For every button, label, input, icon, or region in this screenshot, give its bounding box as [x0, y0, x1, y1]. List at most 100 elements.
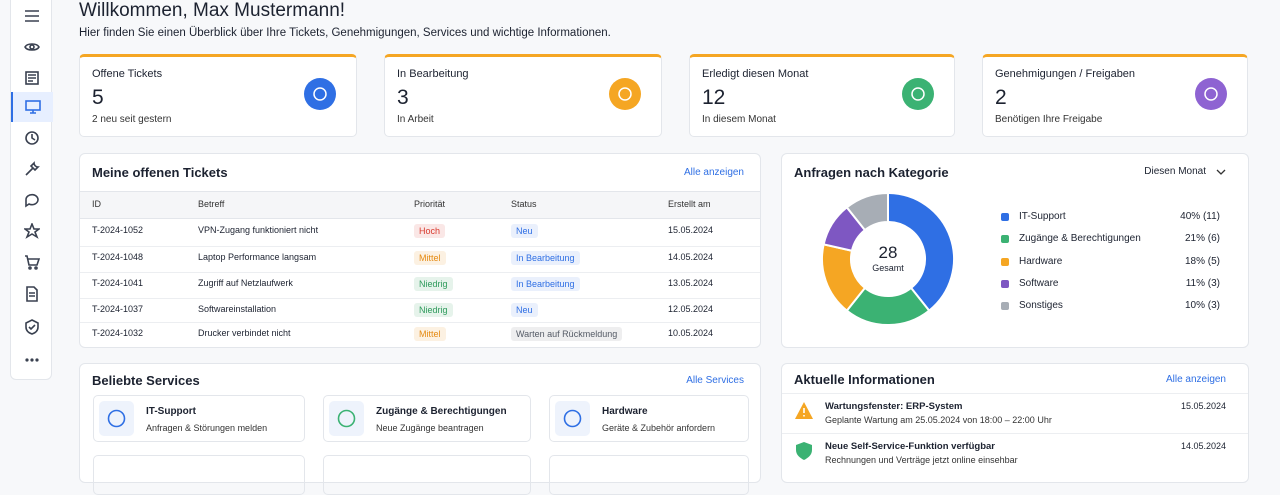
stat-label: Erledigt diesen Monat	[702, 68, 809, 80]
stat-icon	[609, 78, 641, 110]
donut-total: 28	[878, 243, 898, 262]
panel-title: Anfragen nach Kategorie	[794, 165, 949, 180]
stat-card: Genehmigungen / Freigaben 2 Benötigen Ihre…	[982, 54, 1248, 137]
legend-swatch	[1001, 235, 1009, 243]
priority-badge: Niedrig	[414, 303, 453, 317]
column-header: Status	[511, 199, 537, 209]
legend-value: 10% (3)	[1184, 300, 1220, 311]
news-text: Geplante Wartung am 25.05.2024 von 18:00…	[825, 415, 1052, 425]
legend-name: Zugänge & Berechtigungen	[1019, 233, 1141, 244]
service-card-next[interactable]	[323, 455, 531, 495]
period-label: Diesen Monat	[1144, 166, 1206, 177]
nav-tickets[interactable]	[11, 92, 53, 122]
stat-note: Benötigen Ihre Freigabe	[995, 114, 1103, 125]
news-icon	[794, 441, 814, 461]
period-dropdown[interactable]: Diesen Monat	[1144, 166, 1226, 177]
nav-shop[interactable]	[11, 249, 53, 275]
status-badge: In Bearbeitung	[511, 277, 580, 291]
news-title: Neue Self-Service-Funktion verfügbar	[825, 441, 995, 452]
status-badge: In Bearbeitung	[511, 251, 580, 265]
news-divider	[782, 433, 1248, 434]
donut-total-label: Gesamt	[872, 263, 904, 273]
service-card[interactable]: Hardware Geräte & Zubehör anfordern	[549, 395, 749, 442]
ticket-id: T-2024-1048	[92, 252, 144, 262]
legend-value: 18% (5)	[1184, 256, 1220, 267]
priority-badge: Niedrig	[414, 277, 453, 291]
legend-swatch	[1001, 258, 1009, 266]
ticket-subject: VPN-Zugang funktioniert nicht	[198, 225, 319, 235]
service-desc: Anfragen & Störungen melden	[146, 423, 268, 433]
ticket-date: 12.05.2024	[668, 304, 714, 314]
nav-overview[interactable]	[11, 34, 53, 60]
news-panel: Aktuelle Informationen Alle anzeigen Wartu…	[781, 363, 1249, 483]
service-card-next[interactable]	[93, 455, 305, 495]
stat-label: In Bearbeitung	[397, 68, 469, 80]
legend-name: Software	[1019, 278, 1059, 289]
nav-documents[interactable]	[11, 281, 53, 307]
priority-badge: Mittel	[414, 327, 446, 341]
legend-name: Hardware	[1019, 256, 1063, 267]
ticket-id: T-2024-1052	[92, 225, 144, 235]
link[interactable]: Alle anzeigen	[1165, 374, 1226, 385]
row-divider	[80, 272, 760, 273]
ticket-subject: Drucker verbindet nicht	[198, 328, 291, 338]
page-title: Willkommen, Max Mustermann!	[79, 0, 346, 21]
news-title: Wartungsfenster: ERP-System	[825, 401, 963, 412]
nav-tools[interactable]	[11, 156, 53, 182]
panel-title: Meine offenen Tickets	[92, 165, 228, 180]
stat-label: Genehmigungen / Freigaben	[995, 68, 1136, 80]
service-card-next[interactable]	[549, 455, 749, 495]
panel-title: Aktuelle Informationen	[794, 372, 935, 387]
table-header	[80, 191, 760, 219]
link[interactable]: Alle Services	[686, 375, 744, 386]
sidebar	[10, 0, 53, 380]
donut-segment	[887, 191, 955, 313]
tickets-panel: Meine offenen Tickets Alle anzeigen ID Betr…	[79, 153, 761, 348]
stat-value: 2	[995, 86, 1007, 109]
row-divider	[80, 322, 760, 323]
service-name: Hardware	[602, 406, 648, 417]
service-icon	[329, 401, 364, 436]
news-divider	[782, 393, 1248, 394]
ticket-subject: Laptop Performance langsam	[198, 252, 317, 262]
service-icon	[555, 401, 590, 436]
column-header: ID	[92, 199, 101, 209]
stat-value: 12	[702, 86, 726, 109]
column-header: Priorität	[414, 199, 446, 209]
ticket-date: 14.05.2024	[668, 252, 714, 262]
service-desc: Geräte & Zubehör anfordern	[602, 423, 716, 433]
nav-more[interactable]	[11, 347, 53, 373]
status-badge: Warten auf Rückmeldung	[511, 327, 623, 341]
legend-name: IT-Support	[1019, 211, 1066, 222]
legend-value: 11% (3)	[1185, 278, 1220, 289]
column-header: Betreff	[198, 199, 225, 209]
row-divider	[80, 246, 760, 247]
ticket-id: T-2024-1037	[92, 304, 144, 314]
service-name: Zugänge & Berechtigungen	[376, 406, 507, 417]
nav-news[interactable]	[11, 65, 53, 91]
nav-favorites[interactable]	[11, 218, 53, 244]
legend-swatch	[1001, 302, 1009, 310]
chevron	[1216, 169, 1226, 175]
legend-name: Sonstiges	[1019, 300, 1063, 311]
service-desc: Neue Zugänge beantragen	[376, 423, 484, 433]
ticket-date: 13.05.2024	[668, 278, 714, 288]
stat-icon	[304, 78, 336, 110]
link[interactable]: Alle anzeigen	[683, 167, 744, 178]
page-subtitle: Hier finden Sie einen Überblick über Ihr…	[79, 27, 611, 39]
news-text: Rechnungen und Verträge jetzt online ein…	[825, 455, 1018, 465]
stat-note: In Arbeit	[397, 114, 434, 125]
service-card[interactable]: IT-Support Anfragen & Störungen melden	[93, 395, 305, 442]
news-date: 15.05.2024	[1180, 401, 1226, 411]
news-icon	[794, 401, 814, 421]
nav-history[interactable]	[11, 125, 53, 151]
service-card[interactable]: Zugänge & Berechtigungen Neue Zugänge bea…	[323, 395, 531, 442]
priority-badge: Hoch	[414, 224, 446, 238]
row-divider	[80, 298, 760, 299]
nav-approvals[interactable]	[11, 314, 53, 340]
stat-note: 2 neu seit gestern	[92, 114, 172, 125]
legend-value: 40% (11)	[1180, 211, 1220, 222]
menu-button[interactable]	[11, 3, 53, 29]
service-icon	[99, 401, 134, 436]
nav-chat[interactable]	[11, 187, 53, 213]
